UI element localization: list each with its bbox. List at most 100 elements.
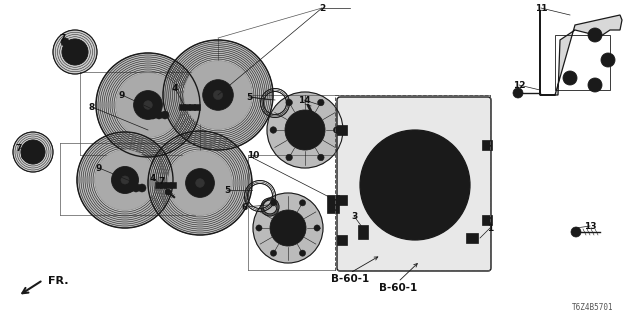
Circle shape xyxy=(256,225,262,231)
FancyBboxPatch shape xyxy=(337,97,491,271)
Circle shape xyxy=(567,75,573,81)
Circle shape xyxy=(513,88,523,98)
Circle shape xyxy=(588,28,602,42)
Circle shape xyxy=(563,71,577,85)
Text: 7: 7 xyxy=(60,34,66,43)
Circle shape xyxy=(148,131,252,235)
Circle shape xyxy=(377,147,453,223)
Circle shape xyxy=(592,32,598,38)
Circle shape xyxy=(132,184,140,192)
Text: 10: 10 xyxy=(247,150,259,159)
Circle shape xyxy=(333,127,340,133)
Circle shape xyxy=(281,221,295,235)
Bar xyxy=(189,104,195,110)
Circle shape xyxy=(196,179,204,187)
Circle shape xyxy=(62,39,88,65)
Text: 6: 6 xyxy=(242,203,248,212)
Bar xyxy=(170,182,176,188)
Circle shape xyxy=(271,250,276,256)
Bar xyxy=(155,182,161,188)
Circle shape xyxy=(155,111,163,119)
Text: B-60-1: B-60-1 xyxy=(379,283,417,293)
Text: 4: 4 xyxy=(150,173,156,182)
Circle shape xyxy=(129,187,131,189)
Circle shape xyxy=(300,250,305,256)
Circle shape xyxy=(111,166,138,194)
Circle shape xyxy=(168,151,232,215)
Bar xyxy=(555,35,610,90)
Text: FR.: FR. xyxy=(48,276,68,286)
Text: 13: 13 xyxy=(584,221,596,230)
Bar xyxy=(335,95,490,270)
Circle shape xyxy=(116,73,180,137)
Bar xyxy=(327,195,339,213)
Circle shape xyxy=(61,38,69,46)
Circle shape xyxy=(203,80,234,110)
Text: 4: 4 xyxy=(172,84,178,92)
Text: 9: 9 xyxy=(96,164,102,172)
Text: 8: 8 xyxy=(89,102,95,111)
Circle shape xyxy=(141,187,143,189)
Text: 5: 5 xyxy=(224,186,230,195)
Circle shape xyxy=(592,82,598,88)
Circle shape xyxy=(393,163,437,207)
Text: 14: 14 xyxy=(298,95,310,105)
Circle shape xyxy=(286,154,292,161)
Bar xyxy=(358,225,368,239)
Circle shape xyxy=(27,146,39,158)
Circle shape xyxy=(184,61,252,129)
Circle shape xyxy=(21,140,45,164)
Circle shape xyxy=(571,227,581,237)
Bar xyxy=(184,104,190,110)
Circle shape xyxy=(405,175,425,195)
Circle shape xyxy=(605,57,611,63)
Circle shape xyxy=(121,176,129,184)
Bar xyxy=(337,235,347,245)
Bar xyxy=(165,182,171,188)
Bar xyxy=(482,140,492,150)
Circle shape xyxy=(314,225,320,231)
Circle shape xyxy=(134,187,138,189)
Circle shape xyxy=(161,111,169,119)
Circle shape xyxy=(360,130,470,240)
Circle shape xyxy=(270,127,276,133)
Polygon shape xyxy=(540,10,622,95)
Circle shape xyxy=(126,184,134,192)
Bar xyxy=(482,215,492,225)
Circle shape xyxy=(149,111,157,119)
Text: 11: 11 xyxy=(535,4,547,12)
Text: 9: 9 xyxy=(119,91,125,100)
Circle shape xyxy=(285,110,325,150)
Bar xyxy=(466,233,478,243)
Circle shape xyxy=(53,30,97,74)
Bar xyxy=(160,182,166,188)
Text: 5: 5 xyxy=(246,92,252,101)
Circle shape xyxy=(77,132,173,228)
Bar xyxy=(337,195,347,205)
Text: 12: 12 xyxy=(513,81,525,90)
Circle shape xyxy=(134,91,163,119)
Text: 1: 1 xyxy=(487,223,493,233)
Text: 3: 3 xyxy=(351,212,357,220)
Circle shape xyxy=(22,153,29,159)
Circle shape xyxy=(165,189,171,195)
Text: B-60-1: B-60-1 xyxy=(331,274,369,284)
Circle shape xyxy=(163,40,273,150)
Circle shape xyxy=(601,53,615,67)
Bar xyxy=(194,104,200,110)
Circle shape xyxy=(138,184,146,192)
Circle shape xyxy=(267,92,343,168)
Circle shape xyxy=(253,193,323,263)
Circle shape xyxy=(152,114,154,116)
Circle shape xyxy=(13,132,53,172)
Circle shape xyxy=(163,114,166,116)
Circle shape xyxy=(144,101,152,109)
Circle shape xyxy=(95,150,155,210)
Circle shape xyxy=(68,45,81,59)
Bar xyxy=(179,104,185,110)
Circle shape xyxy=(286,99,292,106)
Circle shape xyxy=(186,169,214,197)
Circle shape xyxy=(297,122,313,138)
Circle shape xyxy=(300,200,305,206)
Bar xyxy=(337,125,347,135)
